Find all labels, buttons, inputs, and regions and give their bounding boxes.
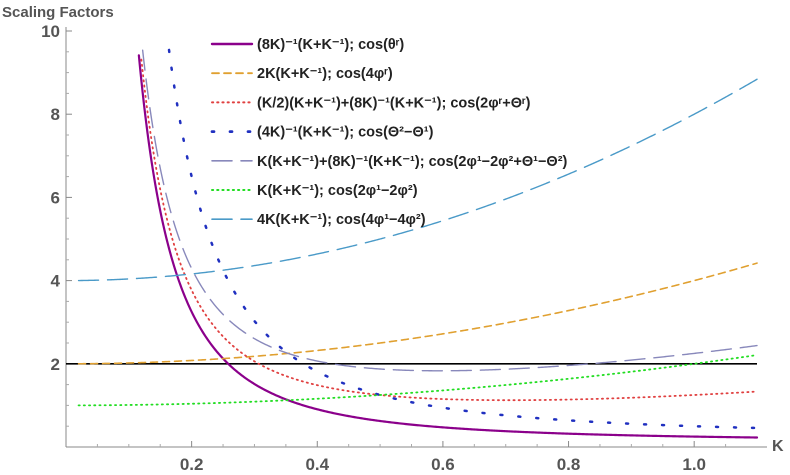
series-line-1 — [137, 54, 759, 439]
legend: (8K)⁻¹(K+K⁻¹); cos(θʳ) 2K(K+K⁻¹); cos(4φʳ… — [210, 37, 568, 228]
legend-entry-2: 2K(K+K⁻¹); cos(4φʳ) — [257, 66, 393, 82]
x-tick-label: 0.6 — [431, 455, 455, 474]
y-tick-label: 4 — [51, 272, 61, 291]
x-axis-label: K — [772, 438, 784, 455]
y-tick-label: 6 — [51, 188, 60, 207]
series-line-6 — [77, 354, 758, 407]
legend-entry-1: (8K)⁻¹(K+K⁻¹); cos(θʳ) — [257, 37, 404, 53]
legend-entry-6: K(K+K⁻¹); cos(2φ¹−2φ²) — [257, 183, 418, 199]
legend-entry-4: (4K)⁻¹(K+K⁻¹); cos(Θ²−Θ¹) — [257, 125, 434, 141]
y-tick-label: 8 — [51, 105, 60, 124]
axes: 2 4 6 8 10 0.2 0.4 0.6 0.8 1.0 — [41, 22, 767, 474]
legend-entry-7: 4K(K+K⁻¹); cos(4φ¹−4φ²) — [257, 212, 426, 228]
y-axis-label: Scaling Factors — [2, 4, 114, 21]
y-tick-label: 10 — [41, 22, 60, 41]
x-tick-label: 0.2 — [180, 455, 204, 474]
x-tick-label: 1.0 — [682, 455, 706, 474]
plot-curves — [77, 48, 759, 439]
x-tick-label: 0.8 — [557, 455, 581, 474]
legend-entry-3: (K/2)(K+K⁻¹)+(8K)⁻¹(K+K⁻¹); cos(2φʳ+Θʳ) — [257, 95, 531, 111]
series-line-5 — [141, 49, 758, 372]
y-tick-label: 2 — [51, 355, 60, 374]
series-line-2 — [77, 262, 758, 365]
series-line-4 — [167, 48, 759, 430]
series-line-3 — [140, 58, 758, 402]
legend-entry-5: K(K+K⁻¹)+(8K)⁻¹(K+K⁻¹); cos(2φ¹−2φ²+Θ¹−Θ… — [257, 154, 568, 170]
series-line-7 — [77, 78, 758, 282]
x-tick-label: 0.4 — [305, 455, 329, 474]
